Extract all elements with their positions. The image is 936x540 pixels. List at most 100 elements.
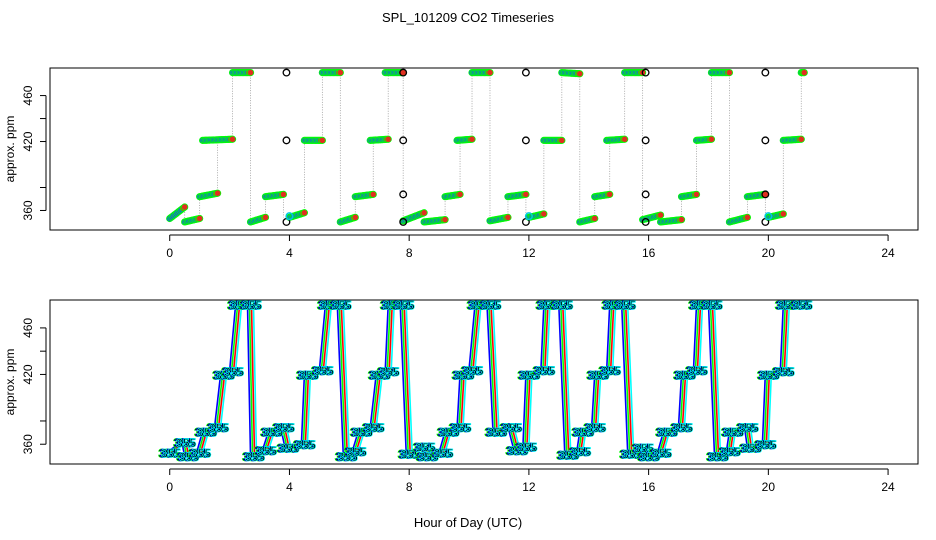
point-marker-label: 355	[516, 441, 536, 455]
point-marker-label: 355	[601, 299, 621, 313]
point-marker-label: 355	[703, 299, 723, 313]
point-marker-label: 355	[757, 438, 777, 452]
outlier-point	[761, 190, 770, 199]
point-marker-label: 355	[255, 444, 275, 458]
point-marker-label: 355	[260, 425, 280, 439]
point-marker-label: 355	[383, 299, 403, 313]
point-marker-label: 355	[508, 444, 528, 458]
point-marker-label: 355	[466, 299, 486, 313]
x-tick-label: 24	[881, 246, 895, 260]
point-marker-label: 355	[276, 442, 296, 456]
point-marker-label: 355	[229, 299, 249, 313]
point-marker-label: 355	[791, 299, 811, 313]
point-marker-label: 355	[553, 299, 573, 313]
point-marker-label: 355	[535, 364, 555, 378]
point-marker-label: 355	[296, 438, 316, 452]
point-marker-label: 355	[672, 421, 692, 435]
x-tick-label: 0	[166, 480, 173, 494]
data-point	[351, 213, 359, 221]
data-point	[797, 135, 805, 143]
x-tick-label: 16	[642, 480, 656, 494]
point-marker-label: 355	[434, 446, 454, 460]
point-marker-label: 355	[639, 450, 659, 464]
point-marker-label: 355	[345, 445, 365, 459]
point-marker-label: 355	[568, 445, 588, 459]
point-marker-label: 355	[556, 449, 576, 463]
point-marker-label: 355	[353, 425, 373, 439]
point-marker-label: 355	[739, 442, 759, 456]
highlight-point	[285, 212, 294, 221]
point-marker-label: 355	[505, 444, 525, 458]
point-marker-label: 355	[242, 450, 262, 464]
point-marker-label: 355	[571, 445, 591, 459]
point-marker-label: 355	[371, 368, 391, 382]
point-marker-label: 355	[230, 299, 250, 313]
data-point	[300, 209, 309, 217]
data-point	[181, 203, 189, 211]
highlight-point	[764, 212, 773, 221]
point-marker-label: 355	[757, 368, 777, 382]
plot-frame	[49, 299, 919, 465]
point-marker-label: 355	[532, 364, 552, 378]
point-marker-label: 355	[706, 450, 726, 464]
point-marker-label: 355	[673, 421, 693, 435]
point-marker-label: 355	[239, 299, 259, 313]
point-marker-label: 355	[378, 365, 398, 379]
point-marker-label: 355	[773, 365, 793, 379]
trace-line	[172, 303, 805, 457]
point-marker-label: 355	[600, 364, 620, 378]
point-marker-label: 355	[502, 421, 522, 435]
point-marker-label: 355	[194, 425, 214, 439]
data-point	[441, 216, 449, 224]
point-marker-label: 355	[520, 368, 540, 382]
x-tick-label: 4	[286, 480, 293, 494]
point-marker-label: 355	[631, 442, 651, 456]
point-marker-label: 355	[257, 444, 277, 458]
point-marker-label: 355	[416, 450, 436, 464]
outlier-point	[521, 68, 530, 77]
point-marker-label: 355	[369, 368, 389, 382]
point-marker-label: 355	[161, 446, 181, 460]
point-marker-label: 355	[740, 442, 760, 456]
point-marker-label: 355	[196, 425, 216, 439]
point-marker-label: 355	[772, 365, 792, 379]
y-tick-label: 420	[21, 131, 35, 151]
point-marker-label: 355	[351, 425, 371, 439]
point-marker-label: 355	[299, 368, 319, 382]
point-marker-label: 355	[254, 444, 274, 458]
point-marker-label: 355	[793, 299, 813, 313]
point-marker-label: 355	[329, 299, 349, 313]
point-marker-label: 355	[296, 368, 316, 382]
y-tick-label: 360	[21, 434, 35, 454]
point-marker-label: 355	[657, 425, 677, 439]
data-point	[261, 213, 270, 221]
x-tick-label: 12	[522, 480, 536, 494]
x-tick-label: 8	[406, 480, 413, 494]
point-marker-label: 355	[431, 446, 451, 460]
point-marker-label: 355	[362, 421, 382, 435]
point-marker-label: 355	[438, 425, 458, 439]
point-marker-label: 355	[368, 368, 388, 382]
point-marker-label: 355	[365, 421, 385, 435]
point-marker-label: 355	[263, 425, 283, 439]
data-point	[420, 209, 428, 217]
outlier-point	[641, 136, 650, 145]
data-point	[486, 68, 494, 77]
outlier-point	[399, 218, 408, 226]
point-marker-label: 355	[453, 368, 473, 382]
point-marker-label: 355	[455, 368, 475, 382]
data-point	[656, 211, 665, 219]
point-marker-label: 355	[363, 421, 383, 435]
point-marker-label: 355	[701, 299, 721, 313]
point-marker-label: 355	[314, 364, 334, 378]
y-tick-label: 460	[21, 318, 35, 338]
point-marker-label: 355	[178, 450, 198, 464]
point-marker-label: 355	[275, 421, 295, 435]
point-marker-label: 355	[670, 421, 690, 435]
data-point	[800, 68, 808, 77]
point-marker-label: 355	[347, 445, 367, 459]
point-marker-label: 355	[517, 368, 537, 382]
y-axis-label: approx. ppm	[3, 116, 17, 183]
point-marker-label: 355	[709, 450, 729, 464]
